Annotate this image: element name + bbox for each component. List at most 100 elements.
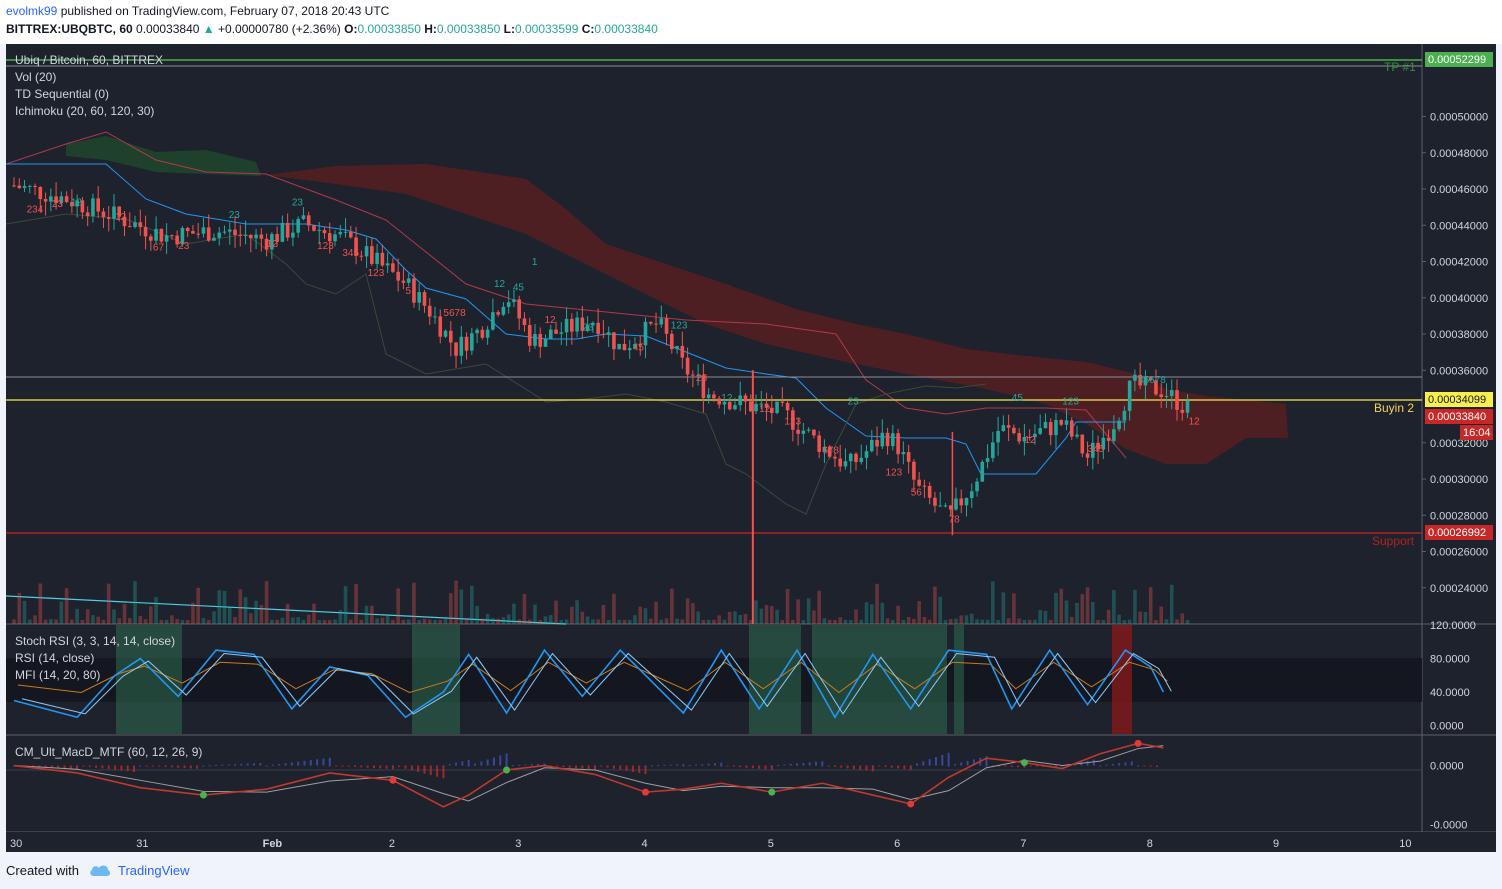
macd-histogram-bar — [770, 765, 773, 770]
candle-body — [85, 212, 90, 217]
legend-main-1[interactable]: Vol (20) — [15, 70, 57, 84]
candle-body — [1017, 433, 1021, 442]
candle-body — [370, 246, 374, 264]
volume-bar — [459, 589, 464, 624]
publish-header: evolmk99 published on TradingView.com, F… — [0, 0, 1502, 44]
volume-bar — [575, 600, 579, 624]
tradingview-link[interactable]: TradingView — [118, 863, 190, 878]
volume-bar — [1180, 613, 1185, 624]
volume-bar — [22, 600, 27, 624]
volume-bar — [801, 619, 806, 624]
macd-histogram-bar — [151, 765, 154, 767]
volume-bar — [143, 619, 148, 624]
macd-line — [13, 742, 1164, 808]
candle-body — [985, 458, 990, 462]
volume-bar — [338, 610, 343, 624]
candle-body — [1080, 434, 1085, 454]
volume-bar — [375, 618, 379, 624]
macd-histogram-bar — [732, 765, 735, 767]
candle-body — [106, 217, 111, 219]
candle-body — [164, 235, 169, 242]
candle-body — [101, 211, 106, 218]
candle-body — [822, 446, 827, 452]
macd-histogram-bar — [328, 765, 331, 767]
macd-histogram-bar — [246, 763, 249, 766]
macd-histogram-bar — [309, 760, 312, 766]
macd-histogram-bar — [101, 765, 104, 769]
legend-main-3[interactable]: Ichimoku (20, 60, 120, 30) — [15, 104, 155, 118]
candle-body — [843, 461, 848, 467]
candle-body — [312, 225, 316, 231]
tag-tp1: 0.00052299 — [1428, 54, 1486, 66]
volume-bar — [485, 613, 490, 624]
candle-body — [1127, 380, 1132, 411]
macd-histogram-bar — [726, 765, 729, 767]
time-axis[interactable] — [6, 832, 1496, 852]
td-count: 12 — [1024, 435, 1036, 446]
volume-bar — [370, 605, 374, 624]
rsi-line — [17, 661, 1168, 694]
candle-body — [1101, 437, 1106, 450]
candle-body — [1001, 425, 1006, 431]
candle-body — [475, 329, 479, 334]
time-tick-label: 7 — [1020, 838, 1026, 850]
volume-bar — [349, 619, 353, 624]
low-value: 0.00033599 — [514, 22, 579, 36]
time-tick-label: Feb — [263, 838, 283, 850]
support-label: Support — [1372, 534, 1415, 548]
high-value: 0.00033850 — [436, 22, 501, 36]
candle-body — [775, 401, 779, 413]
macd-histogram-bar — [1156, 765, 1159, 768]
legend-osc-2[interactable]: MFI (14, 20, 80) — [15, 668, 101, 682]
volume-bar — [396, 588, 400, 624]
tag-buyin2: 0.00034099 — [1428, 394, 1486, 406]
macd-histogram-bar — [398, 765, 401, 768]
td-count: 23 — [582, 322, 594, 333]
volume-bar — [17, 592, 22, 624]
macd-histogram-bar — [720, 765, 723, 767]
osc-tick-label: 0.0000 — [1430, 721, 1464, 733]
volume-bar — [854, 609, 858, 624]
candle-body — [654, 323, 658, 325]
candle-body — [591, 322, 595, 326]
volume-bar — [880, 602, 885, 624]
candle-body — [433, 316, 437, 318]
legend-osc-1[interactable]: RSI (14, close) — [15, 651, 95, 665]
volume-bar — [1006, 618, 1011, 624]
legend-macd[interactable]: CM_Ult_MacD_MTF (60, 12, 26, 9) — [15, 745, 203, 759]
volume-bar — [954, 618, 958, 624]
osc-tick-label: 80.0000 — [1430, 654, 1470, 666]
volume-bar — [1133, 590, 1137, 624]
volume-bar — [191, 602, 195, 624]
volume-bar — [91, 615, 95, 624]
candle-body — [1059, 420, 1064, 425]
candle-body — [249, 234, 253, 239]
macd-histogram-bar — [695, 764, 698, 766]
macd-histogram-bar — [669, 764, 672, 766]
td-count: 1 — [532, 257, 538, 268]
candle-body — [1069, 420, 1074, 437]
candle-body — [991, 442, 995, 459]
macd-histogram-bar — [638, 765, 641, 773]
volume-bar — [722, 619, 727, 624]
author-link[interactable]: evolmk99 — [6, 4, 58, 18]
volume-bar — [496, 618, 500, 624]
legend-osc-0[interactable]: Stoch RSI (3, 3, 14, 14, close) — [15, 634, 176, 648]
td-count: 123 — [317, 241, 334, 252]
macd-axis-ticks: 0.0000 -0.0000 — [1430, 761, 1467, 832]
macd-histogram-bar — [259, 762, 262, 766]
legend-main-0[interactable]: Ubiq / Bitcoin, 60, BITTREX — [15, 53, 164, 67]
volume-bar — [280, 617, 285, 624]
td-count: 5678 — [443, 308, 466, 319]
legend-main-2[interactable]: TD Sequential (0) — [15, 87, 110, 101]
macd-histogram-bar — [82, 765, 85, 767]
trendline[interactable] — [6, 595, 567, 625]
macd-cross-dot — [642, 788, 649, 796]
macd-histogram-bar — [410, 765, 413, 771]
volume-bar — [570, 606, 574, 624]
volume-bar — [933, 586, 937, 624]
volume-bar — [775, 609, 779, 624]
price-tick-label: 0.00044000 — [1430, 220, 1488, 232]
macd-histogram-bar — [934, 757, 937, 766]
